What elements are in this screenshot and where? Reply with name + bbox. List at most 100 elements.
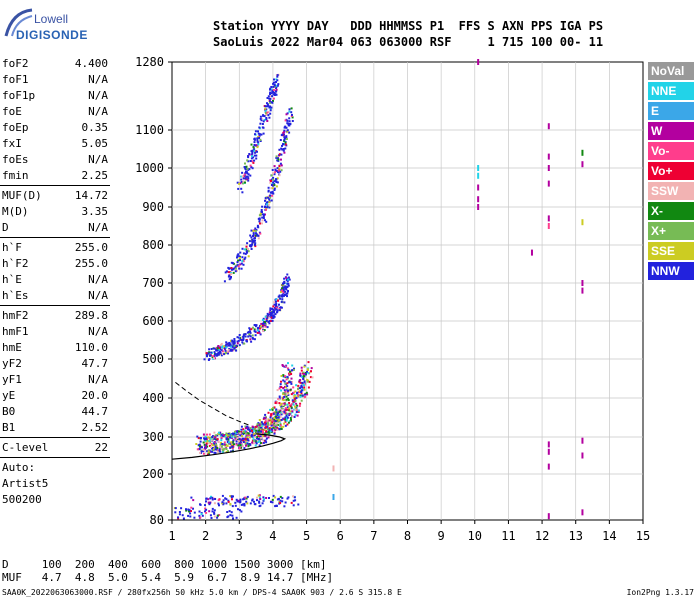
echo-point — [275, 178, 277, 181]
echo-point — [228, 348, 231, 351]
echo-point — [243, 173, 246, 176]
echo-point — [282, 282, 284, 285]
echo-point — [234, 501, 237, 504]
echo-point — [220, 441, 223, 444]
echo-point — [267, 411, 270, 414]
echo-point — [231, 435, 234, 438]
echo-point — [303, 382, 306, 385]
echo-point — [286, 122, 289, 125]
echo-point — [209, 354, 211, 357]
echo-point — [227, 500, 230, 503]
echo-point — [271, 194, 274, 197]
legend-item-ssw: SSW — [648, 182, 694, 200]
echo-point — [230, 345, 233, 348]
echo-point — [307, 386, 310, 389]
param-value: 110.0 — [74, 341, 108, 354]
echo-point — [264, 439, 267, 442]
echo-point — [236, 342, 239, 345]
echo-point — [246, 167, 249, 170]
echo-point — [254, 242, 257, 245]
param-row: C-level 22 — [0, 440, 110, 456]
echo-point — [252, 326, 254, 329]
echo-point — [244, 442, 247, 445]
echo-point — [214, 443, 217, 446]
echo-point — [290, 403, 293, 406]
echo-point — [280, 147, 283, 150]
echo-point — [286, 376, 289, 379]
param-name: yF1 — [2, 373, 22, 386]
echo-point — [259, 498, 262, 500]
echo-point — [286, 403, 289, 406]
echo-point — [272, 494, 275, 497]
echo-point — [254, 239, 256, 242]
echo-point — [258, 218, 261, 221]
echo-point — [265, 320, 268, 322]
echo-point — [269, 101, 272, 104]
echo-point — [262, 499, 265, 502]
echo-point — [291, 381, 293, 383]
echo-point — [267, 114, 270, 117]
echo-point — [249, 332, 252, 334]
echo-point — [242, 177, 245, 180]
echo-point — [216, 450, 219, 453]
echo-point — [198, 510, 201, 513]
echo-point — [274, 412, 277, 415]
echo-point — [227, 352, 229, 355]
echo-point — [265, 317, 268, 320]
echo-point — [238, 344, 241, 347]
echo-point — [242, 252, 245, 255]
echo-point — [275, 87, 277, 89]
echo-point — [226, 434, 229, 437]
echo-point — [219, 352, 222, 355]
echo-point — [273, 94, 276, 96]
echo-point — [241, 341, 244, 344]
echo-point — [283, 375, 285, 378]
echo-point — [264, 105, 267, 108]
echo-point — [276, 412, 279, 415]
legend-item-w: W — [648, 122, 694, 140]
echo-point — [269, 430, 272, 433]
legend-item-sse: SSE — [648, 242, 694, 260]
echo-point — [258, 500, 261, 503]
echo-point — [223, 347, 226, 350]
echo-point — [198, 514, 201, 517]
echo-point — [221, 494, 224, 497]
echo-point — [218, 433, 221, 436]
echo-point — [260, 429, 263, 432]
echo-point — [298, 385, 301, 388]
echo-point — [269, 93, 271, 95]
echo-point — [278, 419, 281, 422]
echo-point — [240, 181, 243, 183]
x-tick-label: 5 — [303, 529, 310, 543]
echo-point — [284, 409, 287, 412]
param-name: C-level — [2, 441, 49, 454]
echo-point — [242, 180, 245, 183]
echo-point — [219, 446, 221, 449]
echo-point — [244, 181, 246, 184]
isolated-echo — [547, 123, 550, 130]
param-divider — [0, 457, 110, 458]
echo-point — [257, 237, 260, 240]
echo-point — [284, 390, 287, 393]
echo-point — [233, 432, 236, 435]
echo-point — [262, 423, 265, 426]
logo-emblem-icon — [4, 8, 33, 37]
isolated-echo — [547, 513, 550, 520]
echo-point — [273, 85, 276, 88]
echo-point — [271, 169, 274, 171]
echo-point — [227, 499, 230, 502]
echo-point — [277, 409, 280, 412]
echo-point — [270, 187, 273, 190]
echo-point — [246, 438, 249, 441]
echo-point — [274, 313, 277, 316]
echo-point — [283, 365, 286, 368]
echo-point — [288, 110, 291, 113]
echo-point — [218, 449, 221, 452]
echo-point — [283, 140, 286, 142]
param-name: hmF2 — [2, 309, 29, 322]
echo-point — [240, 510, 243, 513]
echo-point — [269, 87, 272, 90]
echo-point — [286, 393, 289, 396]
echo-point — [272, 314, 275, 317]
param-name: h`E — [2, 273, 22, 286]
